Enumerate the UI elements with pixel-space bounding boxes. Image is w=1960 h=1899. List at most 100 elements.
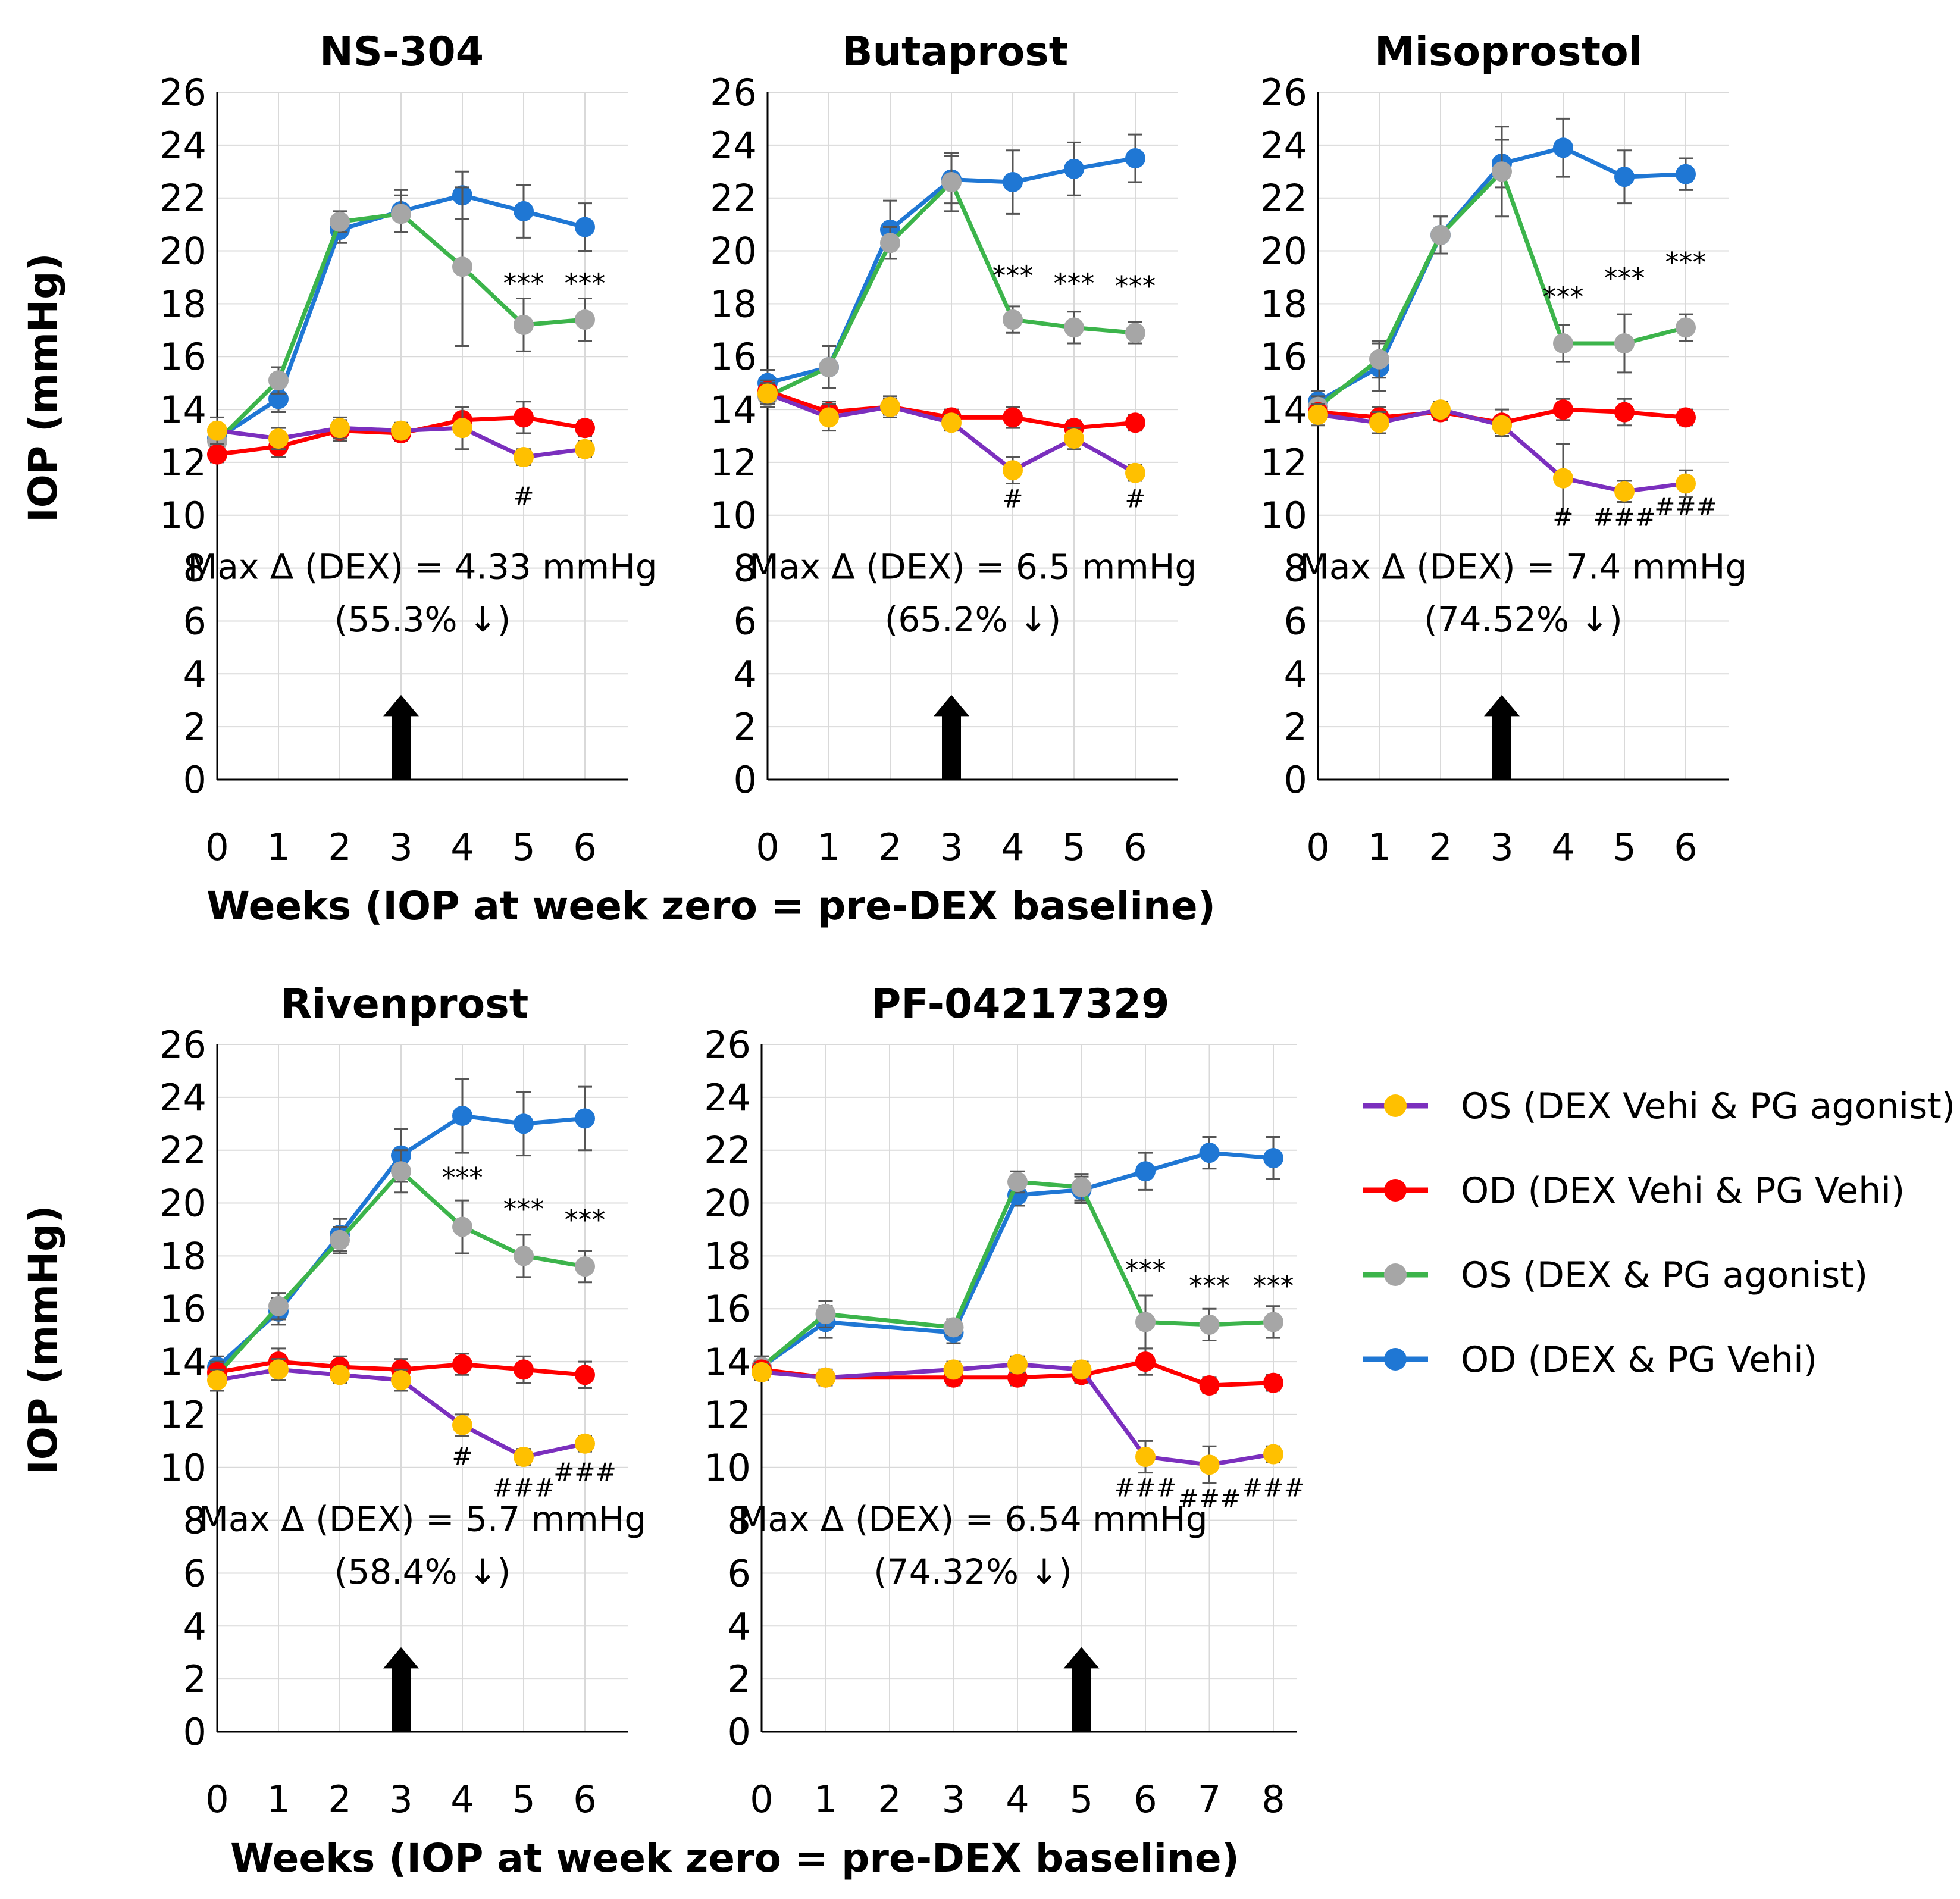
x-tick-label: 3 xyxy=(942,1778,965,1821)
data-point xyxy=(452,1216,472,1237)
data-point xyxy=(452,1354,472,1375)
data-point xyxy=(1003,407,1023,428)
data-point xyxy=(1676,317,1696,338)
x-tick-label: 2 xyxy=(878,825,901,869)
x-axis-label-bottom: Weeks (IOP at week zero = pre-DEX baseli… xyxy=(230,1835,1239,1881)
y-tick-label: 26 xyxy=(704,1023,751,1066)
x-tick-label: 2 xyxy=(878,1778,901,1821)
data-point xyxy=(514,1113,534,1134)
data-point xyxy=(1308,404,1328,425)
y-tick-label: 8 xyxy=(183,1499,206,1543)
data-point xyxy=(575,1108,595,1129)
y-tick-label: 6 xyxy=(734,599,757,643)
data-point xyxy=(1676,164,1696,184)
series-os_dex_pg_agonist xyxy=(207,1149,595,1387)
x-tick-label: 4 xyxy=(1001,825,1024,869)
series-line xyxy=(760,1180,1274,1369)
series-os_dex_vehi_pg_agonist xyxy=(752,1354,1283,1484)
data-point xyxy=(1135,1447,1156,1467)
data-point xyxy=(452,1415,472,1435)
y-tick-label: 6 xyxy=(1284,599,1307,643)
y-tick-label: 22 xyxy=(1260,177,1307,220)
y-tick-label: 4 xyxy=(1284,652,1307,696)
x-tick-label: 6 xyxy=(573,825,596,869)
x-tick-label: 4 xyxy=(450,825,474,869)
hash-significance-label: ### xyxy=(1242,1473,1305,1503)
data-point xyxy=(1199,1314,1220,1335)
data-point xyxy=(1003,172,1023,193)
y-tick-label: 26 xyxy=(710,71,757,114)
data-point xyxy=(1263,1312,1283,1332)
data-point xyxy=(1614,402,1635,423)
data-point xyxy=(1430,224,1451,245)
x-tick-label: 7 xyxy=(1198,1778,1221,1821)
data-point xyxy=(514,1359,534,1380)
y-tick-label: 20 xyxy=(1260,230,1307,273)
data-point xyxy=(1125,148,1145,169)
x-tick-label: 0 xyxy=(205,1778,228,1821)
data-point xyxy=(1064,317,1084,338)
treatment-start-arrow xyxy=(383,1647,419,1732)
y-tick-label: 16 xyxy=(710,335,757,378)
data-point xyxy=(575,439,595,459)
hash-significance-label: # xyxy=(1125,484,1145,513)
x-tick-label: 3 xyxy=(940,825,963,869)
data-point xyxy=(391,1370,411,1391)
data-point xyxy=(1614,333,1635,354)
data-point xyxy=(1125,412,1145,433)
y-tick-label: 18 xyxy=(159,282,206,326)
chart-title: Rivenprost xyxy=(281,981,528,1028)
y-tick-label: 20 xyxy=(710,230,757,273)
data-point xyxy=(391,204,411,224)
hash-significance-label: ### xyxy=(492,1473,555,1503)
percent-reduction-annotation: (74.32% ↓) xyxy=(873,1551,1072,1592)
y-tick-label: 6 xyxy=(183,599,206,643)
data-point xyxy=(575,309,595,330)
y-tick-label: 12 xyxy=(159,441,206,484)
significance-label: *** xyxy=(1665,246,1707,279)
y-tick-label: 0 xyxy=(728,1710,751,1754)
x-tick-label: 1 xyxy=(814,1778,837,1821)
significance-label: *** xyxy=(992,259,1034,292)
x-tick-label: 4 xyxy=(1551,825,1574,869)
y-tick-label: 16 xyxy=(1260,335,1307,378)
y-tick-label: 2 xyxy=(1284,705,1307,749)
y-tick-label: 20 xyxy=(159,1182,206,1225)
data-point xyxy=(1199,1143,1220,1163)
y-tick-label: 24 xyxy=(159,124,206,167)
y-tick-label: 12 xyxy=(710,441,757,484)
data-point xyxy=(1199,1454,1220,1475)
data-point xyxy=(1553,137,1573,158)
y-tick-label: 14 xyxy=(159,1340,206,1384)
data-point xyxy=(268,428,289,449)
data-point xyxy=(575,418,595,439)
data-point xyxy=(819,357,839,377)
data-point xyxy=(207,444,227,465)
data-point xyxy=(1263,1148,1283,1169)
chart-title: PF-04217329 xyxy=(872,981,1170,1028)
significance-label: *** xyxy=(503,1193,544,1225)
x-tick-label: 1 xyxy=(267,825,290,869)
percent-reduction-annotation: (58.4% ↓) xyxy=(334,1551,511,1592)
data-point xyxy=(514,201,534,221)
legend-marker xyxy=(1384,1094,1407,1117)
y-tick-label: 0 xyxy=(734,758,757,802)
data-point xyxy=(514,1447,534,1467)
data-point xyxy=(330,211,350,232)
y-tick-label: 8 xyxy=(728,1499,751,1543)
significance-label: *** xyxy=(1054,268,1095,300)
data-point xyxy=(1263,1372,1283,1393)
y-tick-label: 20 xyxy=(159,230,206,273)
data-point xyxy=(943,1317,964,1338)
x-tick-label: 1 xyxy=(1367,825,1391,869)
y-tick-label: 22 xyxy=(710,177,757,220)
data-point xyxy=(752,1362,772,1382)
y-tick-label: 4 xyxy=(183,652,206,696)
hash-significance-label: ### xyxy=(1114,1473,1177,1503)
data-point xyxy=(575,1365,595,1385)
